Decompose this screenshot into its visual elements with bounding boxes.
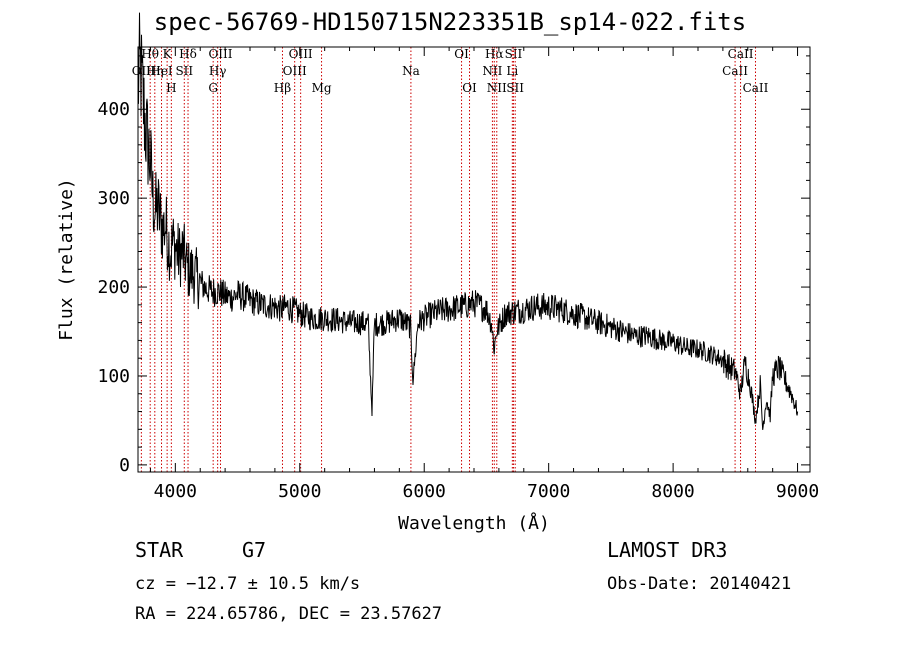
- x-axis: 4000 5000 6000 7000 8000 9000: [149, 47, 819, 502]
- chart-title: spec-56769-HD150715N223351B_sp14-022.fit…: [153, 8, 747, 36]
- y-tick-label: 0: [119, 455, 130, 476]
- line-label-hβ: Hβ: [274, 81, 291, 95]
- line-label-oi: OI: [454, 47, 469, 61]
- line-label-na: Na: [402, 64, 420, 78]
- line-label-hγ: Hγ: [209, 64, 227, 78]
- plot-frame: [137, 46, 811, 473]
- line-label-li: Li: [506, 64, 518, 78]
- x-tick-label: 6000: [403, 481, 446, 502]
- line-label-oi: OI: [462, 81, 477, 95]
- line-label-hδ: Hδ: [179, 47, 197, 61]
- y-axis: 0 100 200 300 400: [97, 55, 810, 476]
- survey-name: LAMOST DR3: [607, 538, 728, 562]
- line-label-hei: HeI: [150, 64, 173, 78]
- y-axis-label: Flux (relative): [56, 178, 77, 341]
- line-label-k: K: [163, 47, 173, 61]
- line-label-oiii: OIII: [208, 47, 232, 61]
- y-tick-label: 400: [97, 99, 130, 120]
- x-axis-label: Wavelength (Å): [398, 512, 550, 534]
- spectrum-line: [137, 12, 799, 430]
- object-subclass: G7: [242, 538, 267, 562]
- y-tick-label: 300: [97, 188, 130, 209]
- line-label-nii: NII: [487, 81, 507, 95]
- line-label-oiii: OIII: [283, 64, 307, 78]
- line-label-sii: SII: [505, 47, 523, 61]
- line-markers: OIIHθHηHeIKHSIIHδGHγOIIIHβOIIIOIIIMgNaOI…: [132, 47, 769, 472]
- x-tick-label: 7000: [527, 481, 570, 502]
- line-label-g: G: [208, 81, 218, 95]
- line-label-nii: NII: [482, 64, 502, 78]
- line-label-h: H: [166, 81, 176, 95]
- x-tick-label: 8000: [651, 481, 694, 502]
- line-label-caii: CaII: [728, 47, 754, 61]
- line-label-oiii: OIII: [289, 47, 313, 61]
- line-label-hα: Hα: [485, 47, 504, 61]
- x-tick-label: 9000: [776, 481, 819, 502]
- x-tick-label: 4000: [154, 481, 197, 502]
- line-label-hη: Hη: [146, 64, 164, 78]
- coordinates: RA = 224.65786, DEC = 23.57627: [135, 604, 443, 624]
- observation-date: Obs-Date: 20140421: [607, 574, 792, 594]
- line-label-caii: CaII: [743, 81, 769, 95]
- y-tick-label: 100: [97, 366, 130, 387]
- line-label-sii: SII: [506, 81, 524, 95]
- line-label-sii: SII: [175, 64, 193, 78]
- y-tick-label: 200: [97, 277, 130, 298]
- line-label-mg: Mg: [312, 81, 332, 95]
- line-label-caii: CaII: [722, 64, 748, 78]
- x-tick-label: 5000: [278, 481, 321, 502]
- object-class: STAR: [135, 538, 184, 562]
- redshift-velocity: cz = −12.7 ± 10.5 km/s: [135, 574, 361, 594]
